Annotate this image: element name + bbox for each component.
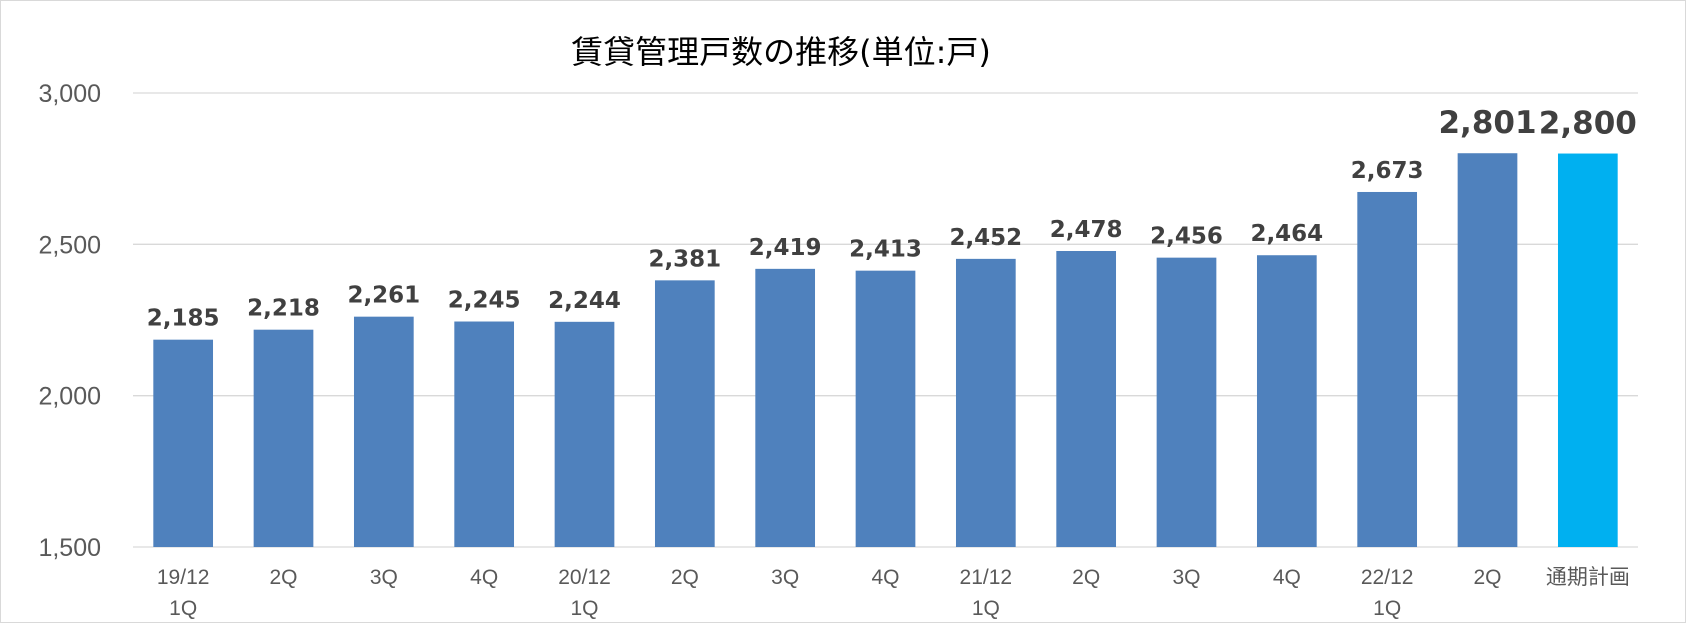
y-tick-label: 2,000 [38,383,101,411]
data-label: 2,464 [1250,221,1323,247]
bar [855,270,916,547]
y-axis-ticks: 1,500 2,000 2,500 3,000 [38,80,101,562]
x-tick-label: 4Q [871,566,899,589]
x-tick-label: 2Q [1473,566,1501,589]
x-tick-label: 3Q [1172,566,1200,589]
x-tick-label: 4Q [470,566,498,589]
x-tick-label: 3Q [370,566,398,589]
x-tick-label: 3Q [771,566,799,589]
x-tick-label: 20/12 1Q [558,566,611,620]
data-label: 2,800 [1539,106,1637,142]
x-tick-label: 21/12 1Q [960,566,1013,620]
data-label: 2,801 [1438,105,1536,141]
data-labels: 2,185 2,218 2,261 2,245 2,244 2,381 2,419 2,413… [147,105,1637,331]
bar [353,316,414,547]
data-label: 2,673 [1351,158,1424,184]
x-tick-label: 4Q [1273,566,1301,589]
data-label: 2,185 [147,306,220,332]
bar [153,339,214,547]
bar [253,329,314,547]
x-tick-label: 2Q [269,566,297,589]
y-tick-label: 2,500 [38,231,101,259]
data-label: 2,452 [949,225,1022,251]
data-label: 2,244 [548,288,621,314]
bar [1056,250,1117,547]
bar [1557,153,1618,548]
data-label: 2,478 [1050,217,1123,243]
x-tick-label: 通期計画 [1546,566,1630,589]
bar [454,321,515,547]
x-tick-label: 22/12 1Q [1361,566,1414,620]
x-tick-label: 2Q [671,566,699,589]
y-tick-label: 1,500 [38,534,101,562]
bar [554,321,615,547]
data-label: 2,381 [648,246,721,272]
x-tick-label: 19/12 1Q [157,566,210,620]
bar [654,280,715,547]
x-tick-label: 2Q [1072,566,1100,589]
bar [755,268,816,547]
bar [1256,255,1317,547]
x-axis-ticks: 19/12 1Q 2Q 3Q 4Q 20/12 1Q 2Q 3Q 4Q 21/12 1Q 2Q 3Q 4Q 2… [157,566,1630,620]
data-label: 2,218 [247,296,320,322]
bars [153,153,1618,548]
data-label: 2,419 [749,235,822,261]
chart-title: 賃貸管理戸数の推移(単位:戸) [571,33,991,71]
bar [1357,191,1418,548]
bar [1156,257,1217,547]
data-label: 2,456 [1150,224,1223,250]
data-label: 2,413 [849,237,922,263]
y-tick-label: 3,000 [38,80,101,108]
data-label: 2,245 [448,288,521,314]
bar [955,258,1016,547]
bar [1457,153,1518,548]
data-label: 2,261 [347,283,420,309]
